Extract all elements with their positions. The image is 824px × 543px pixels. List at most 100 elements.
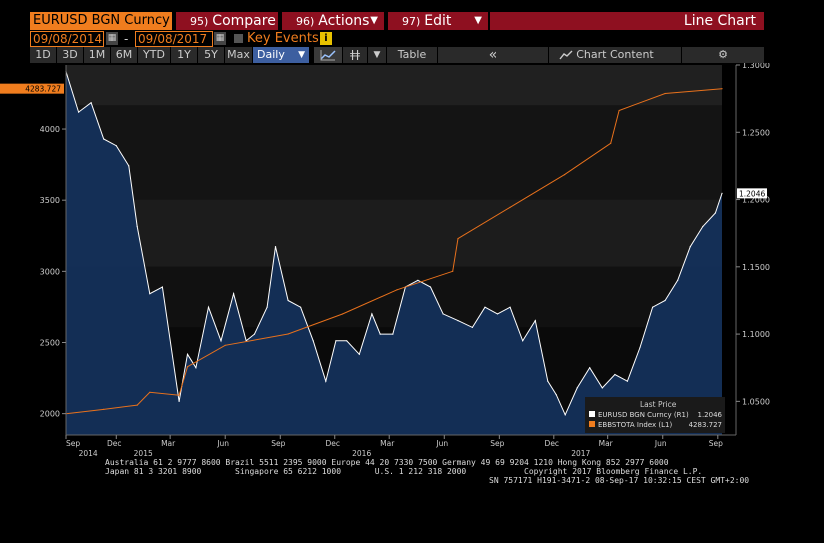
actions-menu[interactable]: 96) Actions ▼ xyxy=(282,12,384,30)
eurusd-point xyxy=(509,306,511,308)
background-band xyxy=(66,199,722,267)
left-axis-tick-label: 2500 xyxy=(40,339,60,348)
range-6m-button[interactable]: 6M xyxy=(111,47,137,63)
eurusd-point xyxy=(186,353,189,355)
gear-icon[interactable]: ⚙ xyxy=(682,47,764,63)
actions-menu-number: 96) xyxy=(296,15,315,28)
info-icon[interactable]: i xyxy=(320,32,332,45)
ebbstota-point xyxy=(103,408,105,410)
range-1m-button[interactable]: 1M xyxy=(84,47,110,63)
eurusd-point xyxy=(325,380,327,382)
legend-swatch-eurusd xyxy=(589,411,595,417)
frequency-dropdown[interactable]: Daily ▼ xyxy=(253,47,309,63)
eurusd-point xyxy=(220,340,222,342)
eurusd-point xyxy=(266,306,268,308)
legend-value-ebbstota: 4283.727 xyxy=(689,421,722,429)
range-5y-button[interactable]: 5Y xyxy=(198,47,224,63)
eurusd-point xyxy=(442,313,444,315)
eurusd-point xyxy=(534,320,536,322)
x-axis-tick-label: Dec xyxy=(107,439,122,448)
right-axis-tick-label: 1.2500 xyxy=(742,128,770,137)
eurusd-point xyxy=(115,145,117,147)
header-bar: EURUSD BGN Curncy 95) Compare 96) Actions ▼… xyxy=(0,12,824,30)
end-date-input[interactable]: 09/08/2017 xyxy=(135,31,213,47)
right-axis-tick-label: 1.3000 xyxy=(742,63,770,70)
eurusd-point xyxy=(721,192,723,194)
range-3d-button[interactable]: 3D xyxy=(57,47,83,63)
right-axis-tick-label: 1.2000 xyxy=(742,196,770,205)
right-current-value-tag xyxy=(737,188,767,199)
candle-type-button[interactable]: ǂǂ xyxy=(343,47,367,63)
chart-content-button[interactable]: Chart Content xyxy=(549,47,681,63)
range-1y-button[interactable]: 1Y xyxy=(171,47,197,63)
eurusd-point xyxy=(300,306,302,308)
background-band xyxy=(66,105,722,200)
range-1d-button[interactable]: 1D xyxy=(30,47,56,63)
x-axis-year-label: 2016 xyxy=(352,449,371,458)
eurusd-point xyxy=(457,320,459,322)
left-axis-tick-label: 3000 xyxy=(40,267,60,276)
eurusd-point xyxy=(664,299,666,302)
legend-value-eurusd: 1.2046 xyxy=(698,411,723,419)
eurusd-point xyxy=(626,380,629,382)
x-axis-tick-label: Jun xyxy=(216,439,229,448)
key-events-checkbox[interactable] xyxy=(234,34,243,43)
eurusd-point xyxy=(601,387,603,389)
background-band xyxy=(66,65,722,106)
eurusd-point xyxy=(589,367,591,369)
x-axis-tick-label: Mar xyxy=(161,439,176,448)
line-chart: 4000 3500 3000 2500 2000 4283.727 1.3000 1.250… xyxy=(0,61,770,458)
eurusd-point xyxy=(379,333,381,335)
x-axis-tick-label: Mar xyxy=(380,439,395,448)
x-axis-tick-label: Jun xyxy=(435,439,448,448)
eurusd-point xyxy=(90,102,92,104)
calendar-icon[interactable]: ▦ xyxy=(106,32,118,45)
back-button[interactable]: « xyxy=(438,47,548,63)
range-max-button[interactable]: Max xyxy=(225,47,252,63)
ebbstota-line xyxy=(65,88,723,415)
ebbstota-point xyxy=(721,88,723,90)
eurusd-point xyxy=(371,313,373,315)
right-axis-tick-label: 1.0500 xyxy=(742,397,770,406)
chart-content-label: Chart Content xyxy=(576,48,654,61)
eurusd-point xyxy=(274,246,277,248)
eurusd-point xyxy=(253,333,256,335)
table-button[interactable]: Table xyxy=(387,47,437,63)
ebbstota-point xyxy=(186,366,189,368)
ebbstota-point xyxy=(610,142,612,144)
chart-type-dropdown[interactable]: ▼ xyxy=(368,47,386,63)
compare-menu[interactable]: 95) Compare xyxy=(176,12,278,30)
legend-swatch-ebbstota xyxy=(589,421,595,427)
ebbstota-point xyxy=(287,333,289,335)
actions-menu-label: Actions xyxy=(318,13,370,29)
series-lines xyxy=(65,71,723,417)
right-axis-tick-label: 1.1500 xyxy=(742,263,770,272)
eurusd-point xyxy=(471,326,473,328)
chart-content-icon xyxy=(559,50,573,60)
eurusd-point xyxy=(161,286,163,288)
calendar-icon[interactable]: ▦ xyxy=(214,32,226,45)
x-axis-year-label: 2015 xyxy=(134,449,153,458)
left-axis-tick-label: 2000 xyxy=(40,410,60,419)
right-axis-tick-label: 1.1000 xyxy=(742,330,770,339)
ebbstota-point xyxy=(341,313,344,315)
eurusd-point xyxy=(677,279,679,281)
chevron-down-icon: ▼ xyxy=(370,15,378,26)
edit-menu[interactable]: 97) Edit ▼ xyxy=(388,12,488,30)
eurusd-point xyxy=(358,353,360,355)
x-axis-tick-label: Dec xyxy=(325,439,340,448)
ebbstota-point xyxy=(452,270,454,272)
start-date-input[interactable]: 09/08/2014 xyxy=(30,31,104,47)
footer-contacts-line1: Australia 61 2 9777 8600 Brazil 5511 239… xyxy=(105,458,669,467)
eurusd-point xyxy=(312,340,314,342)
eurusd-point xyxy=(555,394,557,396)
line-chart-type-button[interactable] xyxy=(314,47,342,63)
ebbstota-point xyxy=(664,92,666,95)
ticker-field[interactable]: EURUSD BGN Curncy xyxy=(30,12,172,30)
left-axis-tick-label: 3500 xyxy=(40,196,60,205)
x-axis-tick-label: Mar xyxy=(599,439,614,448)
range-ytd-button[interactable]: YTD xyxy=(138,47,170,63)
date-separator: - xyxy=(124,32,129,46)
chevron-down-icon: ▼ xyxy=(373,50,381,60)
eurusd-point xyxy=(136,225,138,228)
